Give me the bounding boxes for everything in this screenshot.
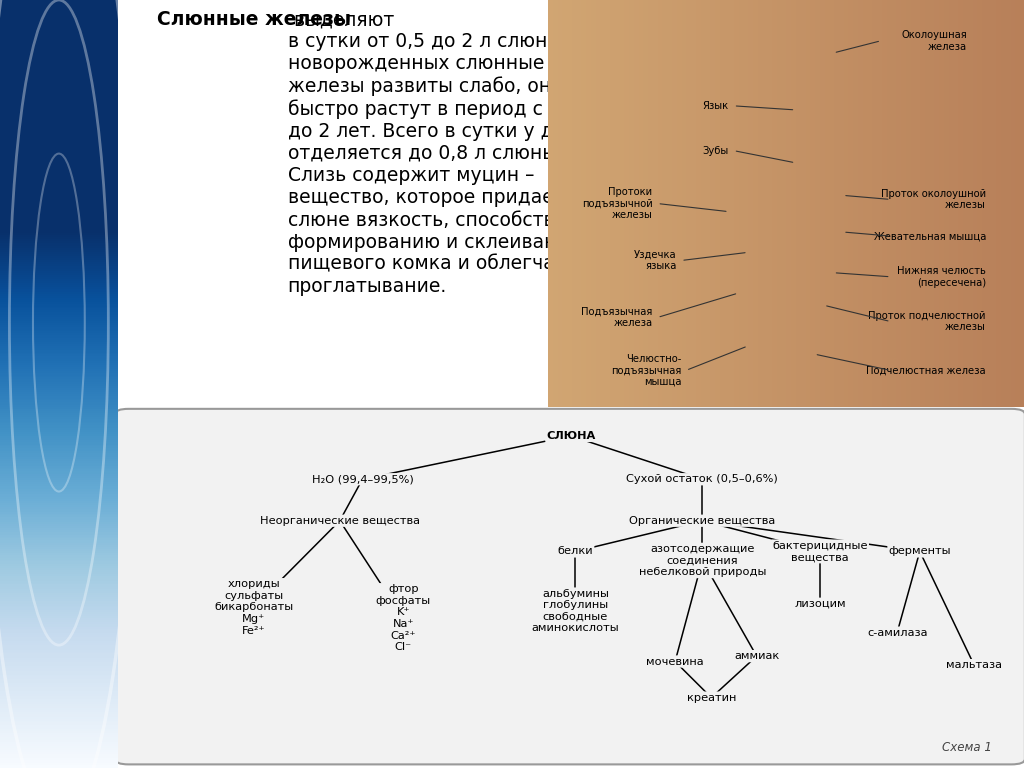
Text: Нижняя челюсть
(пересечена): Нижняя челюсть (пересечена) [897,266,986,287]
Text: Слюнные железы: Слюнные железы [131,10,350,29]
Text: мочевина: мочевина [646,657,703,667]
Text: азотсодержащие
соединения
небелковой природы: азотсодержащие соединения небелковой при… [639,544,766,577]
Text: креатин: креатин [687,693,736,703]
Text: Язык: Язык [702,101,729,111]
Text: H₂O (99,4–99,5%): H₂O (99,4–99,5%) [311,474,414,485]
Text: Проток околоушной
железы: Проток околоушной железы [881,189,986,210]
Text: Протоки
подъязычной
железы: Протоки подъязычной железы [582,187,652,220]
Text: Челюстно-
подъязычная
мышца: Челюстно- подъязычная мышца [610,354,681,387]
Text: Органические вещества: Органические вещества [629,516,775,526]
Text: с-амилаза: с-амилаза [867,627,928,637]
Text: ферменты: ферменты [889,546,951,557]
Text: бактерицидные
вещества: бактерицидные вещества [772,541,868,562]
Text: Схема 1: Схема 1 [942,740,992,753]
Text: Околоушная
железа: Околоушная железа [901,30,967,51]
Text: мальтаза: мальтаза [946,660,1002,670]
Text: лизоцим: лизоцим [795,599,846,609]
Text: Сухой остаток (0,5–0,6%): Сухой остаток (0,5–0,6%) [627,474,778,485]
FancyBboxPatch shape [115,409,1024,764]
Text: Жевательная мышца: Жевательная мышца [873,231,986,241]
Text: СЛЮНА: СЛЮНА [546,431,596,441]
Text: Проток подчелюстной
железы: Проток подчелюстной железы [868,311,986,333]
Text: Подчелюстная железа: Подчелюстная железа [866,366,986,376]
Text: Уздечка
языка: Уздечка языка [634,250,677,271]
Text: хлориды
сульфаты
бикарбонаты
Mg⁺
Fe²⁺: хлориды сульфаты бикарбонаты Mg⁺ Fe²⁺ [214,579,293,636]
Text: аммиак: аммиак [734,651,779,661]
Text: альбумины
глобулины
свободные
аминокислоты: альбумины глобулины свободные аминокисло… [531,588,620,634]
Text: фтор
фосфаты
K⁺
Na⁺
Ca²⁺
Cl⁻: фтор фосфаты K⁺ Na⁺ Ca²⁺ Cl⁻ [376,584,431,652]
Text: белки: белки [558,546,593,557]
Text: Подъязычная
железа: Подъязычная железа [582,306,652,328]
Text: Зубы: Зубы [702,146,729,156]
Text: Неорганические вещества: Неорганические вещества [260,516,420,526]
Text: выделяют
в сутки от 0,5 до 2 л слюны. У
новорожденных слюнные
железы развиты сла: выделяют в сутки от 0,5 до 2 л слюны. У … [288,10,615,296]
